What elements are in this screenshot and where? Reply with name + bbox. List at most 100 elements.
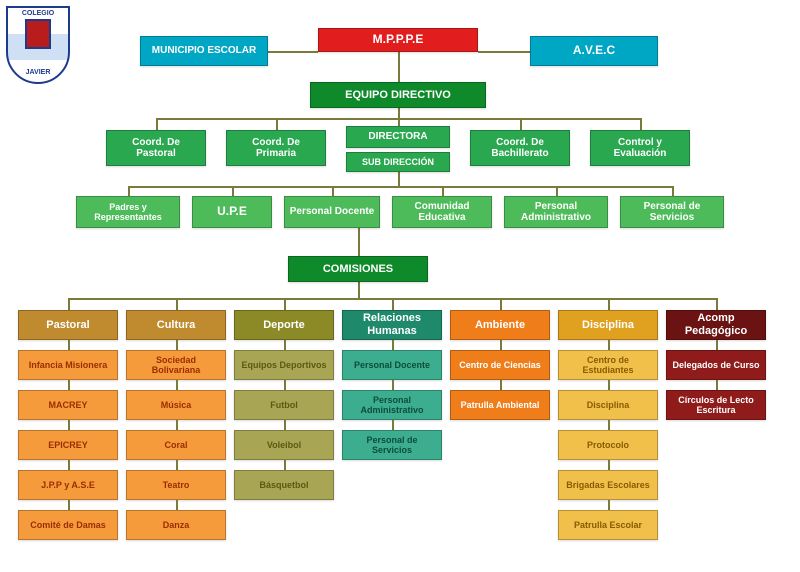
- org-node-muni: MUNICIPIO ESCOLAR: [140, 36, 268, 66]
- org-node-primaria: Coord. De Primaria: [226, 130, 326, 166]
- connector-line: [442, 186, 444, 196]
- connector-line: [478, 51, 530, 53]
- connector-line: [176, 500, 178, 510]
- connector-line: [176, 340, 178, 350]
- connector-line: [716, 340, 718, 350]
- connector-line: [268, 51, 318, 53]
- connector-line: [358, 228, 360, 256]
- commission-item: Coral: [126, 430, 226, 460]
- connector-line: [608, 298, 610, 310]
- commission-item: EPICREY: [18, 430, 118, 460]
- connector-line: [608, 380, 610, 390]
- commission-item: Disciplina: [558, 390, 658, 420]
- connector-line: [176, 380, 178, 390]
- connector-line: [500, 298, 502, 310]
- org-node-mpppe: M.P.P.P.E: [318, 28, 478, 52]
- connector-line: [392, 340, 394, 350]
- org-node-bach: Coord. De Bachillerato: [470, 130, 570, 166]
- org-node-comed: Comunidad Educativa: [392, 196, 492, 228]
- commission-item: Voleibol: [234, 430, 334, 460]
- commission-item: Círculos de Lecto Escritura: [666, 390, 766, 420]
- commission-item: Protocolo: [558, 430, 658, 460]
- commission-header: Relaciones Humanas: [342, 310, 442, 340]
- commission-item: MACREY: [18, 390, 118, 420]
- commission-header: Disciplina: [558, 310, 658, 340]
- commission-item: Centro de Ciencias: [450, 350, 550, 380]
- connector-line: [276, 118, 278, 130]
- commission-item: Centro de Estudiantes: [558, 350, 658, 380]
- connector-line: [392, 298, 394, 310]
- connector-line: [156, 118, 158, 130]
- org-node-pastoral: Coord. De Pastoral: [106, 130, 206, 166]
- commission-header: Ambiente: [450, 310, 550, 340]
- commission-item: Personal Administrativo: [342, 390, 442, 420]
- connector-line: [284, 420, 286, 430]
- connector-line: [176, 420, 178, 430]
- connector-line: [128, 186, 672, 188]
- commission-item: Personal de Servicios: [342, 430, 442, 460]
- org-node-ctrl: Control y Evaluación: [590, 130, 690, 166]
- org-node-equipo: EQUIPO DIRECTIVO: [310, 82, 486, 108]
- connector-line: [392, 420, 394, 430]
- connector-line: [398, 52, 400, 82]
- connector-line: [284, 298, 286, 310]
- connector-line: [672, 186, 674, 196]
- connector-line: [500, 340, 502, 350]
- connector-line: [716, 298, 718, 310]
- commission-item: Básquetbol: [234, 470, 334, 500]
- connector-line: [284, 460, 286, 470]
- commission-item: Futbol: [234, 390, 334, 420]
- logo-text-top: COLEGIO: [22, 10, 54, 17]
- connector-line: [716, 380, 718, 390]
- org-node-comis: COMISIONES: [288, 256, 428, 282]
- connector-line: [176, 298, 178, 310]
- commission-item: J.P.P y A.S.E: [18, 470, 118, 500]
- school-logo: COLEGIO JAVIER: [6, 6, 70, 84]
- org-node-padres: Padres y Representantes: [76, 196, 180, 228]
- commission-item: Sociedad Bolivariana: [126, 350, 226, 380]
- connector-line: [68, 380, 70, 390]
- org-node-avec: A.V.E.C: [530, 36, 658, 66]
- commission-item: Comité de Damas: [18, 510, 118, 540]
- connector-line: [520, 118, 522, 130]
- connector-line: [156, 118, 640, 120]
- connector-line: [68, 340, 70, 350]
- org-node-admin: Personal Administrativo: [504, 196, 608, 228]
- commission-item: Delegados de Curso: [666, 350, 766, 380]
- commission-item: Danza: [126, 510, 226, 540]
- connector-line: [332, 186, 334, 196]
- org-node-directora: DIRECTORA: [346, 126, 450, 148]
- logo-text-bottom: JAVIER: [26, 69, 51, 76]
- connector-line: [608, 460, 610, 470]
- connector-line: [556, 186, 558, 196]
- connector-line: [398, 108, 400, 126]
- commission-item: Personal Docente: [342, 350, 442, 380]
- commission-item: Patrulla Ambiental: [450, 390, 550, 420]
- connector-line: [128, 186, 130, 196]
- commission-header: Pastoral: [18, 310, 118, 340]
- commission-header: Deporte: [234, 310, 334, 340]
- connector-line: [232, 186, 234, 196]
- commission-item: Patrulla Escolar: [558, 510, 658, 540]
- connector-line: [398, 172, 400, 186]
- connector-line: [500, 380, 502, 390]
- commission-item: Equipos Deportivos: [234, 350, 334, 380]
- org-node-serv: Personal de Servicios: [620, 196, 724, 228]
- connector-line: [68, 460, 70, 470]
- connector-line: [608, 420, 610, 430]
- logo-shield-icon: [25, 19, 51, 49]
- commission-item: Música: [126, 390, 226, 420]
- org-node-subdir: SUB DIRECCIÓN: [346, 152, 450, 172]
- org-node-docente: Personal Docente: [284, 196, 380, 228]
- connector-line: [68, 420, 70, 430]
- connector-line: [640, 118, 642, 130]
- connector-line: [284, 380, 286, 390]
- commission-header: Acomp Pedagógico: [666, 310, 766, 340]
- commission-item: Brigadas Escolares: [558, 470, 658, 500]
- connector-line: [608, 340, 610, 350]
- connector-line: [358, 282, 360, 298]
- connector-line: [68, 500, 70, 510]
- connector-line: [176, 460, 178, 470]
- connector-line: [608, 500, 610, 510]
- commission-header: Cultura: [126, 310, 226, 340]
